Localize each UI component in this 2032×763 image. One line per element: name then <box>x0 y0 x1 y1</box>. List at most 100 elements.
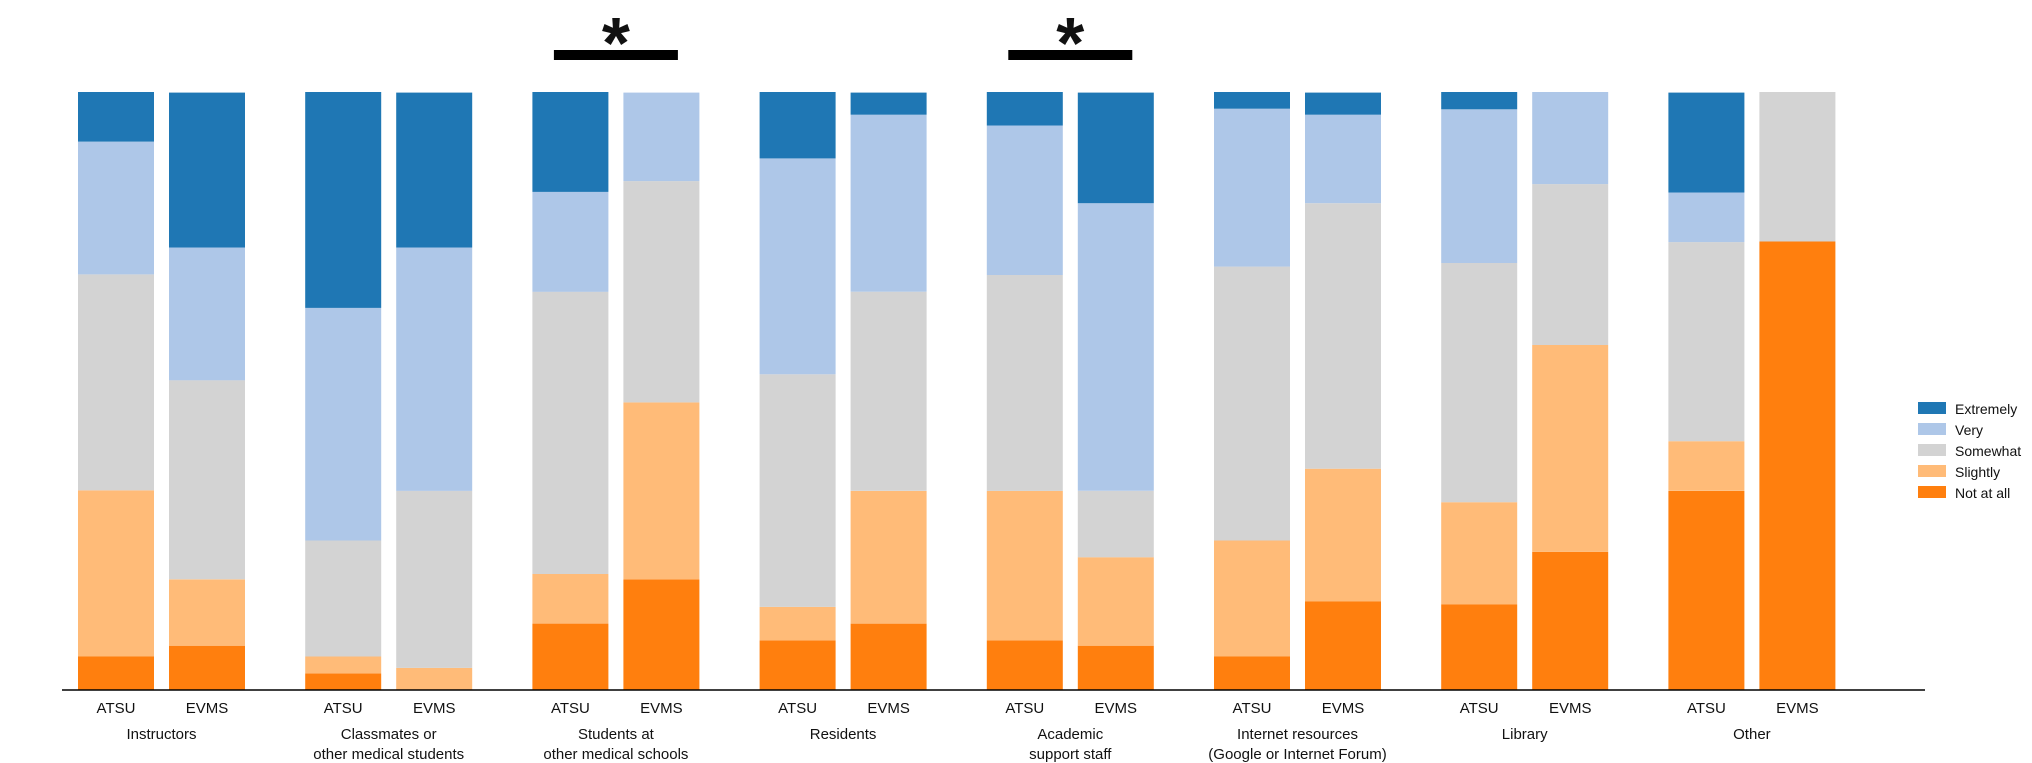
bar-segment-library-atsu-extremely <box>1441 92 1518 110</box>
bar-label-instructors-atsu: ATSU <box>97 700 136 717</box>
bar-segment-internet-resources-google-or-internet-forum-atsu-slightly <box>1214 540 1290 657</box>
bar-segment-classmates-or-other-medical-students-atsu-extremely <box>305 92 382 308</box>
bar-segment-instructors-atsu-extremely <box>78 92 154 142</box>
bar-segment-residents-evms-slightly <box>850 490 927 624</box>
bar-segment-academic-support-staff-atsu-very <box>986 125 1063 275</box>
group-label-other-line-1: Other <box>1733 726 1771 743</box>
bar-label-academic-support-staff-atsu: ATSU <box>1005 700 1044 717</box>
bar-segment-residents-evms-extremely <box>850 92 927 115</box>
bar-label-library-atsu: ATSU <box>1460 700 1499 717</box>
bar-segment-library-evms-somewhat <box>1532 184 1609 345</box>
bar-segment-academic-support-staff-evms-not-at-all <box>1077 645 1154 690</box>
bar-segment-other-atsu-somewhat <box>1668 242 1745 442</box>
bar-segment-classmates-or-other-medical-students-atsu-not-at-all <box>305 673 382 690</box>
group-label-students-at-other-medical-schools-line-2: other medical schools <box>543 746 688 763</box>
group-label-residents-line-1: Residents <box>810 726 877 743</box>
bar-segment-library-atsu-slightly <box>1441 502 1518 605</box>
bar-segment-students-at-other-medical-schools-evms-not-at-all <box>623 579 700 690</box>
legend-swatch-not-at-all[interactable] <box>1918 486 1946 498</box>
bar-label-residents-evms: EVMS <box>867 700 910 717</box>
bar-segment-students-at-other-medical-schools-atsu-somewhat <box>532 291 609 574</box>
bar-segment-other-evms-not-at-all <box>1759 241 1836 690</box>
bar-segment-instructors-evms-somewhat <box>169 380 245 580</box>
bar-segment-classmates-or-other-medical-students-evms-slightly <box>396 667 473 690</box>
bar-segment-classmates-or-other-medical-students-evms-somewhat <box>396 490 473 668</box>
bar-segment-library-evms-very <box>1532 92 1609 185</box>
group-label-classmates-or-other-medical-students-line-1: Classmates or <box>341 726 437 743</box>
legend-swatch-extremely[interactable] <box>1918 402 1946 414</box>
bar-segment-classmates-or-other-medical-students-atsu-somewhat <box>305 540 382 657</box>
bar-segment-instructors-evms-slightly <box>169 579 245 646</box>
legend-label-extremely[interactable]: Extremely <box>1955 401 2017 417</box>
bar-label-residents-atsu: ATSU <box>778 700 817 717</box>
group-label-internet-resources-google-or-internet-forum-line-1: Internet resources <box>1237 726 1358 743</box>
bar-segment-instructors-evms-extremely <box>169 92 245 248</box>
bar-segment-students-at-other-medical-schools-evms-very <box>623 92 700 182</box>
bar-label-instructors-evms: EVMS <box>186 700 229 717</box>
bar-segment-academic-support-staff-atsu-slightly <box>986 490 1063 641</box>
bar-segment-library-evms-not-at-all <box>1532 551 1609 690</box>
bar-segment-other-atsu-slightly <box>1668 441 1745 491</box>
bar-segment-internet-resources-google-or-internet-forum-atsu-very <box>1214 108 1290 267</box>
bar-segment-instructors-atsu-not-at-all <box>78 656 154 690</box>
bar-segment-residents-atsu-extremely <box>759 92 836 159</box>
bar-label-classmates-or-other-medical-students-evms: EVMS <box>413 700 456 717</box>
significance-bar-academic-support-staff <box>1008 50 1133 60</box>
bar-segment-internet-resources-google-or-internet-forum-atsu-extremely <box>1214 92 1290 109</box>
bar-label-internet-resources-google-or-internet-forum-evms: EVMS <box>1322 700 1365 717</box>
bar-segment-academic-support-staff-atsu-somewhat <box>986 275 1063 491</box>
bar-segment-internet-resources-google-or-internet-forum-evms-slightly <box>1305 468 1381 602</box>
bar-segment-other-atsu-very <box>1668 192 1745 243</box>
bar-segment-academic-support-staff-atsu-not-at-all <box>986 640 1063 690</box>
bar-segment-instructors-evms-not-at-all <box>169 645 245 690</box>
bar-segment-instructors-atsu-slightly <box>78 490 154 657</box>
bars-layer <box>78 92 1836 690</box>
legend[interactable]: Extremely Very Somewhat Slightly Not at all <box>1918 401 2021 501</box>
bar-segment-library-evms-slightly <box>1532 345 1609 552</box>
bar-segment-residents-atsu-not-at-all <box>759 640 836 690</box>
bar-segment-residents-atsu-slightly <box>759 606 836 641</box>
bar-segment-library-atsu-somewhat <box>1441 263 1518 503</box>
bar-segment-instructors-atsu-very <box>78 141 154 275</box>
bar-segment-students-at-other-medical-schools-atsu-not-at-all <box>532 623 609 690</box>
bar-label-classmates-or-other-medical-students-atsu: ATSU <box>324 700 363 717</box>
significance-markers: * * <box>553 4 1133 84</box>
legend-swatch-very[interactable] <box>1918 423 1946 435</box>
legend-label-somewhat[interactable]: Somewhat <box>1955 443 2021 459</box>
bar-segment-other-evms-somewhat <box>1759 92 1836 242</box>
bar-label-internet-resources-google-or-internet-forum-atsu: ATSU <box>1233 700 1272 717</box>
legend-label-not-at-all[interactable]: Not at all <box>1955 485 2010 501</box>
bar-segment-residents-evms-very <box>850 114 927 292</box>
legend-swatch-somewhat[interactable] <box>1918 444 1946 456</box>
legend-swatch-slightly[interactable] <box>1918 465 1946 477</box>
significance-bar-students-at-other-medical-schools <box>553 50 678 60</box>
bar-segment-students-at-other-medical-schools-atsu-extremely <box>532 92 609 192</box>
bar-segment-residents-evms-not-at-all <box>850 623 927 690</box>
bar-segment-academic-support-staff-evms-somewhat <box>1077 490 1154 558</box>
bar-segment-classmates-or-other-medical-students-evms-very <box>396 247 473 491</box>
legend-label-slightly[interactable]: Slightly <box>1955 464 2000 480</box>
bar-segment-instructors-atsu-somewhat <box>78 274 154 491</box>
bar-segment-students-at-other-medical-schools-atsu-slightly <box>532 574 609 624</box>
bar-label-other-atsu: ATSU <box>1687 700 1726 717</box>
bar-segment-residents-evms-somewhat <box>850 291 927 491</box>
bar-segment-classmates-or-other-medical-students-atsu-very <box>305 307 382 541</box>
bar-segment-internet-resources-google-or-internet-forum-atsu-somewhat <box>1214 266 1290 541</box>
group-label-instructors-line-1: Instructors <box>126 726 196 743</box>
group-label-academic-support-staff-line-1: Academic <box>1037 726 1103 743</box>
legend-label-very[interactable]: Very <box>1955 422 1983 438</box>
bar-segment-internet-resources-google-or-internet-forum-evms-somewhat <box>1305 203 1381 469</box>
bar-segment-internet-resources-google-or-internet-forum-evms-not-at-all <box>1305 601 1381 690</box>
bar-label-students-at-other-medical-schools-atsu: ATSU <box>551 700 590 717</box>
bar-segment-academic-support-staff-evms-extremely <box>1077 92 1154 204</box>
group-label-internet-resources-google-or-internet-forum-line-2: (Google or Internet Forum) <box>1208 746 1386 763</box>
bar-label-library-evms: EVMS <box>1549 700 1592 717</box>
bar-segment-instructors-evms-very <box>169 247 245 381</box>
bar-segment-academic-support-staff-atsu-extremely <box>986 92 1063 126</box>
bar-segment-residents-atsu-very <box>759 158 836 375</box>
group-label-academic-support-staff-line-2: support staff <box>1029 746 1112 763</box>
group-label-students-at-other-medical-schools-line-1: Students at <box>578 726 655 743</box>
bar-segment-students-at-other-medical-schools-evms-somewhat <box>623 181 700 403</box>
bar-segment-internet-resources-google-or-internet-forum-evms-very <box>1305 114 1381 204</box>
x-axis-labels: ATSU EVMS Instructors ATSU EVMS Classmates or… <box>97 700 1819 763</box>
